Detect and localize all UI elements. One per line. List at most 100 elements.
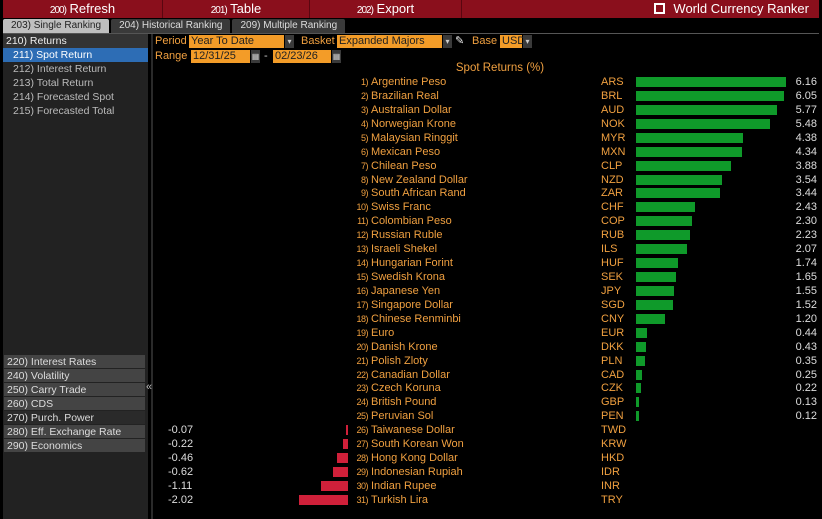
table-row[interactable]: 16) Japanese Yen JPY 1.55: [0, 284, 822, 298]
chart-title: Spot Returns (%): [455, 62, 545, 74]
sidebar-economics[interactable]: 290) Economics: [4, 439, 145, 453]
table-row[interactable]: 14) Hungarian Forint HUF 1.74: [0, 256, 822, 270]
base-select[interactable]: USD: [500, 35, 526, 48]
return-value: 6.16: [795, 76, 817, 88]
table-row[interactable]: 7) Chilean Peso CLP 3.88: [0, 159, 822, 173]
return-value: -0.62: [168, 466, 194, 479]
table-row[interactable]: 9) South African Rand ZAR 3.44: [0, 186, 822, 200]
currency-code: ZAR: [601, 187, 623, 200]
tab-single-ranking[interactable]: 203) Single Ranking: [3, 19, 110, 33]
export-number: 202): [356, 5, 374, 16]
sidebar-forecasted-total[interactable]: 215) Forecasted Total: [13, 105, 115, 117]
currency-name: Chinese Renminbi: [371, 312, 461, 325]
table-row[interactable]: 22) Canadian Dollar CAD 0.25: [0, 368, 822, 382]
table-row[interactable]: 8) New Zealand Dollar NZD 3.54: [0, 173, 822, 187]
currency-name: Israeli Shekel: [371, 243, 438, 256]
sidebar-cds[interactable]: 260) CDS: [4, 397, 145, 411]
tab-multiple-ranking[interactable]: 209) Multiple Ranking: [232, 19, 346, 33]
currency-code: RUB: [601, 229, 625, 242]
currency-name: Swiss Franc: [371, 201, 431, 214]
currency-code: SEK: [601, 271, 624, 284]
currency-name: Indian Rupee: [371, 479, 437, 492]
sidebar-purch-power[interactable]: 270) Purch. Power: [4, 411, 145, 425]
table-row[interactable]: 1) Argentine Peso ARS 6.16: [0, 75, 822, 89]
return-value: 1.55: [795, 284, 817, 297]
collapse-sidebar-icon[interactable]: «: [146, 381, 153, 393]
currency-code: CAD: [601, 368, 625, 381]
return-value: 3.44: [795, 187, 817, 200]
table-row[interactable]: 27) South Korean Won KRW -0.22: [0, 437, 822, 451]
positive-bar: [636, 285, 674, 296]
sidebar-carry-trade[interactable]: 250) Carry Trade: [4, 383, 145, 397]
base-label: Base: [472, 35, 498, 47]
sidebar-forecasted-spot[interactable]: 214) Forecasted Spot: [13, 91, 114, 103]
export-button[interactable]: 202) Export: [310, 0, 462, 18]
table-row[interactable]: 17) Singapore Dollar SGD 1.52: [0, 298, 822, 312]
app-title[interactable]: World Currency Ranker: [462, 0, 819, 18]
base-dropdown-icon[interactable]: ▾: [523, 35, 532, 48]
panel-divider[interactable]: [151, 34, 153, 519]
table-row[interactable]: 10) Swiss Franc CHF 2.43: [0, 200, 822, 214]
table-row[interactable]: 20) Danish Krone DKK 0.43: [0, 340, 822, 354]
table-row[interactable]: 29) Indonesian Rupiah IDR -0.62: [0, 465, 822, 479]
period-select[interactable]: Year To Date: [189, 35, 284, 48]
start-date-field[interactable]: 12/31/25: [191, 50, 250, 63]
rank-number: 14): [356, 258, 368, 269]
rank-number: 6): [360, 146, 369, 157]
table-row[interactable]: 26) Taiwanese Dollar TWD -0.07: [0, 423, 822, 437]
table-row[interactable]: 6) Mexican Peso MXN 4.34: [0, 145, 822, 159]
table-row[interactable]: 23) Czech Koruna CZK 0.22: [0, 381, 822, 395]
table-row[interactable]: 28) Hong Kong Dollar HKD -0.46: [0, 451, 822, 465]
rank-number: 27): [356, 439, 368, 450]
sidebar-eff-exchange-rate[interactable]: 280) Eff. Exchange Rate: [4, 425, 145, 439]
sidebar-total-return[interactable]: 213) Total Return: [13, 77, 94, 89]
table-row[interactable]: 13) Israeli Shekel ILS 2.07: [0, 242, 822, 256]
positive-bar: [636, 146, 742, 157]
currency-name: Swedish Krona: [371, 271, 445, 284]
table-row[interactable]: 21) Polish Zloty PLN 0.35: [0, 354, 822, 368]
rank-number: 31): [356, 494, 368, 505]
table-row[interactable]: 3) Australian Dollar AUD 5.77: [0, 103, 822, 117]
table-row[interactable]: 30) Indian Rupee INR -1.11: [0, 479, 822, 493]
sidebar-interest-rates[interactable]: 220) Interest Rates: [4, 355, 145, 369]
sidebar-spot-return[interactable]: 211) Spot Return: [3, 48, 148, 62]
refresh-button[interactable]: 200) Refresh: [3, 0, 163, 18]
table-row[interactable]: 31) Turkish Lira TRY -2.02: [0, 493, 822, 507]
period-dropdown-icon[interactable]: ▾: [285, 35, 294, 48]
table-row[interactable]: 2) Brazilian Real BRL 6.05: [0, 89, 822, 103]
table-row[interactable]: 18) Chinese Renminbi CNY 1.20: [0, 312, 822, 326]
table-row[interactable]: 11) Colombian Peso COP 2.30: [0, 214, 822, 228]
table-row[interactable]: 15) Swedish Krona SEK 1.65: [0, 270, 822, 284]
currency-name: Malaysian Ringgit: [371, 131, 458, 144]
basket-select[interactable]: Expanded Majors: [337, 35, 442, 48]
positive-bar: [636, 369, 643, 380]
edit-pencil-icon[interactable]: ✎: [455, 35, 465, 47]
rank-number: 13): [356, 244, 368, 255]
sidebar-returns[interactable]: 210) Returns: [3, 34, 148, 48]
table-row[interactable]: 25) Peruvian Sol PEN 0.12: [0, 409, 822, 423]
table-row[interactable]: 19) Euro EUR 0.44: [0, 326, 822, 340]
table-row[interactable]: 5) Malaysian Ringgit MYR 4.38: [0, 131, 822, 145]
return-value: 4.34: [795, 145, 817, 158]
export-label: Export: [376, 1, 415, 16]
basket-dropdown-icon[interactable]: ▾: [443, 35, 452, 48]
positive-bar: [636, 341, 647, 352]
table-button[interactable]: 201) Table: [163, 0, 310, 18]
sidebar-interest-return[interactable]: 212) Interest Return: [13, 63, 107, 75]
currency-name: Argentine Peso: [371, 76, 447, 88]
table-row[interactable]: 24) British Pound GBP 0.13: [0, 395, 822, 409]
currency-name: Mexican Peso: [371, 145, 441, 158]
end-date-field[interactable]: 02/23/26: [273, 50, 331, 63]
tab-historical-ranking[interactable]: 204) Historical Ranking: [111, 19, 231, 33]
return-value: 0.12: [795, 410, 817, 423]
app-title-text: World Currency Ranker: [673, 1, 809, 16]
currency-name: South Korean Won: [371, 438, 464, 451]
table-number: 201): [210, 5, 228, 16]
currency-code: KRW: [601, 438, 627, 451]
end-calendar-icon[interactable]: ▦: [332, 50, 341, 63]
return-value: 6.05: [795, 89, 817, 102]
table-row[interactable]: 4) Norwegian Krone NOK 5.48: [0, 117, 822, 131]
sidebar-volatility[interactable]: 240) Volatility: [4, 369, 145, 383]
table-row[interactable]: 12) Russian Ruble RUB 2.23: [0, 228, 822, 242]
start-calendar-icon[interactable]: ▦: [251, 50, 260, 63]
